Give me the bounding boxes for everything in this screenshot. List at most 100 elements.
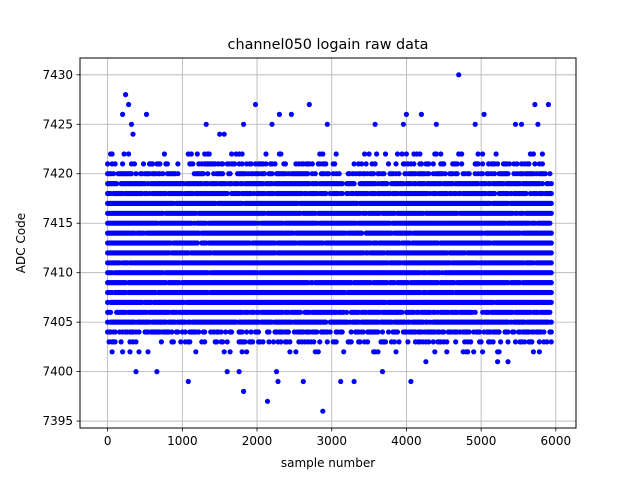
data-point-outlier — [126, 101, 132, 108]
data-point-outlier — [351, 378, 357, 385]
data-point — [541, 329, 547, 335]
data-point-outlier — [400, 121, 406, 127]
data-point — [305, 171, 311, 177]
data-point — [539, 161, 546, 167]
data-point — [442, 171, 448, 177]
data-point — [526, 161, 532, 167]
data-point — [418, 161, 424, 167]
data-point — [341, 349, 347, 355]
data-point — [514, 161, 520, 167]
data-point — [475, 161, 481, 167]
data-point — [312, 171, 318, 177]
data-point — [371, 171, 377, 177]
data-point — [430, 161, 436, 167]
data-point — [188, 151, 194, 157]
data-point-outlier — [269, 121, 275, 127]
data-point — [441, 161, 447, 167]
data-point-outlier — [495, 359, 501, 365]
data-point — [466, 171, 472, 177]
data-point — [536, 349, 543, 355]
data-point — [490, 339, 496, 345]
data-point-outlier — [276, 111, 282, 117]
y-tick-label: 7415 — [42, 216, 73, 230]
data-point — [480, 161, 486, 167]
data-point — [261, 171, 268, 177]
data-point — [287, 339, 293, 345]
data-point — [297, 309, 303, 315]
data-point — [547, 220, 553, 226]
data-point — [170, 339, 176, 345]
data-point — [394, 151, 401, 157]
data-point — [317, 339, 323, 345]
data-point-outlier — [236, 369, 242, 375]
data-point — [214, 339, 220, 345]
data-point — [250, 339, 256, 345]
data-point — [336, 171, 342, 177]
data-point — [548, 289, 554, 296]
data-point-outlier — [221, 131, 227, 137]
data-point — [391, 339, 398, 345]
data-point — [175, 329, 181, 335]
y-tick-label: 7400 — [42, 365, 73, 379]
data-point — [542, 171, 549, 177]
data-point — [548, 250, 554, 256]
data-point — [548, 260, 554, 266]
data-point — [454, 161, 460, 167]
data-point — [333, 339, 339, 345]
data-point — [278, 339, 284, 345]
data-point — [282, 161, 288, 167]
data-point — [126, 151, 132, 157]
data-point — [348, 339, 354, 345]
data-point — [218, 329, 224, 335]
data-point — [314, 329, 320, 335]
y-tick-label: 7405 — [42, 315, 73, 329]
data-point — [112, 161, 118, 167]
data-point — [149, 161, 156, 167]
data-point — [339, 190, 345, 197]
x-tick-label: 4000 — [391, 434, 422, 448]
data-point — [263, 151, 269, 157]
data-point — [505, 171, 511, 177]
x-axis-ticks: 0 1000 2000 3000 4000 5000 6000 — [104, 428, 571, 448]
data-point-outlier — [120, 111, 126, 117]
data-point — [496, 329, 502, 335]
data-point — [478, 339, 484, 345]
data-point — [532, 161, 538, 167]
data-point — [492, 190, 498, 197]
data-point — [120, 349, 126, 355]
data-point — [178, 339, 184, 345]
y-tick-label: 7425 — [42, 117, 73, 131]
data-point — [136, 329, 142, 335]
data-point — [229, 329, 235, 335]
data-point — [357, 339, 363, 345]
data-point-outlier — [217, 131, 223, 137]
data-point — [548, 339, 554, 345]
data-point — [399, 151, 405, 157]
data-point-outlier — [372, 121, 378, 127]
data-point — [223, 329, 229, 335]
data-point — [365, 339, 371, 345]
data-point-outlier — [320, 408, 326, 414]
data-point — [506, 161, 513, 167]
data-point — [323, 190, 329, 197]
data-point — [239, 349, 245, 355]
data-point — [375, 349, 381, 355]
data-point — [511, 329, 517, 335]
data-point — [459, 151, 465, 157]
data-point — [426, 161, 432, 167]
data-point — [382, 151, 389, 157]
data-point-outlier — [505, 359, 511, 365]
data-point — [131, 161, 138, 167]
data-point — [480, 151, 486, 157]
data-point — [441, 329, 447, 335]
data-point — [326, 171, 332, 177]
data-point-outlier — [418, 111, 424, 117]
data-point — [530, 151, 537, 157]
data-point — [200, 171, 206, 177]
data-point — [242, 339, 248, 345]
data-point — [548, 319, 554, 325]
data-point — [403, 151, 409, 157]
data-point-outlier — [143, 111, 150, 117]
data-point-outlier — [241, 121, 247, 127]
